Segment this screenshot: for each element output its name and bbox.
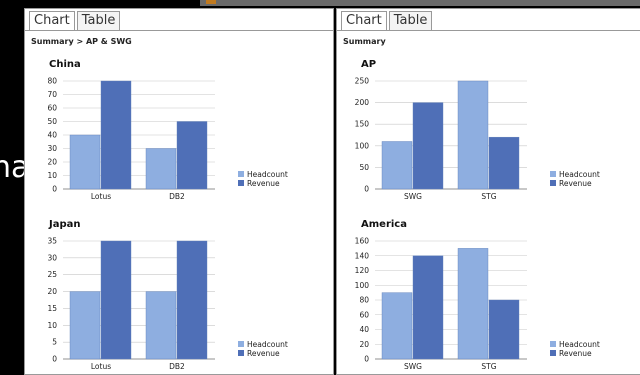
background-window-bar [200,0,640,6]
tab-chart[interactable]: Chart [341,11,387,30]
japan-chart: Japan 0 5 10 15 20 25 30 35 Lotus DB2 HeadcountReve… [47,219,288,371]
legend-swatch-headcount [550,171,556,177]
y-tick-label: 0 [52,355,57,364]
view-tabs: Chart Table [341,11,434,31]
legend-label-headcount: Headcount [247,340,288,349]
y-tick-label: 30 [47,253,57,262]
legend-label-revenue: Revenue [247,179,280,188]
y-tick-label: 20 [359,340,369,349]
chart-title: America [361,219,407,230]
tab-chart[interactable]: Chart [29,11,75,30]
y-tick-label: 25 [47,270,57,279]
bar-headcount [457,248,489,360]
bar-headcount [457,80,489,190]
y-tick-label: 100 [355,281,370,290]
tab-divider [25,30,333,31]
y-tick-label: 150 [355,120,370,129]
y-tick-label: 50 [47,117,57,126]
y-tick-label: 200 [355,98,370,107]
bar-revenue [176,121,208,190]
bar-revenue [100,240,132,360]
y-tick-label: 50 [359,163,369,172]
breadcrumb[interactable]: Summary [343,37,386,46]
y-tick-label: 20 [47,158,57,167]
y-tick-label: 80 [47,77,57,86]
y-tick-label: 30 [47,144,57,153]
bar-headcount [381,141,413,190]
view-tabs: Chart Table [29,11,122,31]
bar-headcount [69,134,101,190]
y-tick-label: 10 [47,321,57,330]
y-tick-label: 0 [364,185,369,194]
y-tick-label: 35 [47,237,57,246]
y-tick-label: 0 [364,355,369,364]
legend-swatch-revenue [550,180,556,186]
x-tick-label: STG [481,192,496,201]
y-tick-label: 60 [47,104,57,113]
bar-headcount [381,292,413,360]
y-tick-label: 5 [52,338,57,347]
bar-revenue [488,299,520,360]
y-tick-label: 140 [355,251,370,260]
legend-label-revenue: Revenue [559,349,592,358]
y-tick-label: 70 [47,90,57,99]
x-tick-label: SWG [404,192,422,201]
y-tick-label: 40 [359,325,369,334]
y-tick-label: 250 [355,77,370,86]
x-tick-label: DB2 [169,362,185,371]
bar-revenue [412,102,444,190]
tab-table[interactable]: Table [388,11,433,30]
legend-swatch-headcount [238,341,244,347]
x-tick-label: Lotus [91,192,111,201]
america-chart: America 0 20 40 60 80 100 120 140 160 SWG STG Headco… [355,219,600,371]
x-tick-label: Lotus [91,362,111,371]
legend-swatch-headcount [238,171,244,177]
x-tick-label: SWG [404,362,422,371]
background-app-icon [206,0,216,4]
legend-swatch-revenue [238,180,244,186]
y-tick-label: 160 [355,237,370,246]
y-tick-label: 10 [47,171,57,180]
y-tick-label: 40 [47,131,57,140]
bar-headcount [145,291,177,360]
legend-label-headcount: Headcount [559,340,600,349]
legend-label-headcount: Headcount [559,170,600,179]
y-tick-label: 80 [359,296,369,305]
tab-table[interactable]: Table [76,11,121,30]
bar-revenue [176,240,208,360]
left-report-panel: Chart Table Summary > AP & SWG China 0 10 2… [24,8,334,375]
right-report-panel: Chart Table Summary AP 0 50 100 150 200 250 SWG… [336,8,640,375]
chart-title: AP [361,59,376,70]
breadcrumb[interactable]: Summary > AP & SWG [31,37,132,46]
legend-label-revenue: Revenue [559,179,592,188]
chart-title: Japan [48,219,81,230]
y-tick-label: 20 [47,287,57,296]
y-tick-label: 15 [47,304,57,313]
bar-revenue [412,255,444,360]
legend-swatch-headcount [550,341,556,347]
y-tick-label: 60 [359,310,369,319]
y-tick-label: 0 [52,185,57,194]
bar-revenue [100,80,132,190]
chart-title: China [49,59,81,70]
y-tick-label: 120 [355,266,370,275]
tab-divider [337,30,640,31]
legend-label-headcount: Headcount [247,170,288,179]
bar-headcount [145,148,177,190]
legend-swatch-revenue [238,350,244,356]
legend-swatch-revenue [550,350,556,356]
legend-label-revenue: Revenue [247,349,280,358]
x-tick-label: DB2 [169,192,185,201]
bar-revenue [488,136,520,190]
x-tick-label: STG [481,362,496,371]
bar-headcount [69,291,101,360]
china-chart: China 0 10 20 30 40 50 60 70 80 Lotus DB2 HeadcountR… [47,59,288,201]
y-tick-label: 100 [355,141,370,150]
